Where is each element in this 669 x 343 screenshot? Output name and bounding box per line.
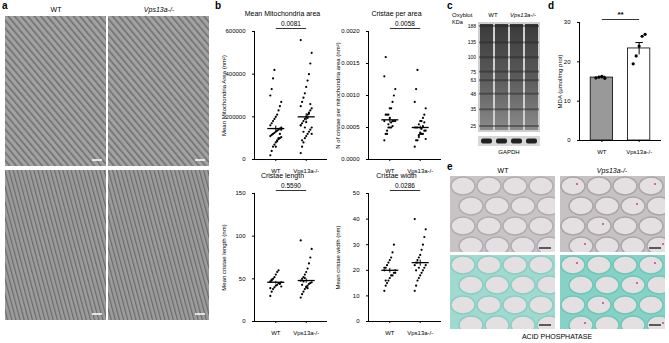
- svg-text:10: 10: [564, 98, 571, 104]
- html-text:Vps13a-/-: Vps13a-/-: [510, 12, 536, 18]
- svg-text:0.5590: 0.5590: [281, 182, 301, 189]
- html-text:75: 75: [470, 68, 476, 74]
- html-text:Vps13a-/-: Vps13a-/-: [143, 6, 175, 13]
- svg-text:Vps13a-/-: Vps13a-/-: [293, 167, 320, 174]
- svg-text:0.0000: 0.0000: [341, 156, 360, 162]
- html-text:Oxyblot: Oxyblot: [452, 12, 473, 18]
- svg-text:50: 50: [353, 190, 360, 196]
- html-text:WT: WT: [50, 6, 62, 13]
- html-text:48: 48: [470, 90, 476, 97]
- html-text:Cristae length: Cristae length: [260, 172, 305, 179]
- svg-text:600000: 600000: [225, 28, 246, 34]
- svg-text:0.0020: 0.0020: [341, 28, 360, 34]
- svg-text:Vps13a-/-: Vps13a-/-: [407, 167, 434, 174]
- svg-text:0: 0: [567, 137, 571, 143]
- svg-text:WT: WT: [385, 167, 395, 174]
- html-text:KDa: KDa: [452, 19, 463, 25]
- html-text:GAPDH: GAPDH: [498, 149, 520, 155]
- svg-text:WT: WT: [271, 330, 281, 336]
- svg-text:200000: 200000: [225, 114, 246, 120]
- html-text:188: 188: [467, 22, 476, 29]
- svg-text:10: 10: [353, 293, 360, 299]
- html-text:b: b: [215, 0, 222, 11]
- svg-text:**: **: [617, 10, 624, 19]
- html-text:135: 135: [467, 38, 476, 45]
- svg-text:MDA (μmol/mg prot): MDA (μmol/mg prot): [557, 55, 563, 109]
- svg-text:40: 40: [353, 216, 360, 222]
- svg-text:30: 30: [564, 19, 571, 25]
- html-text:Mean Mitochondria area: Mean Mitochondria area: [244, 10, 321, 17]
- svg-text:Vps13a-/-: Vps13a-/-: [407, 330, 433, 336]
- html-text:100: 100: [467, 53, 476, 60]
- svg-text:20: 20: [353, 267, 360, 273]
- html-text:WT: WT: [497, 167, 509, 174]
- svg-text:Vps13a-/-: Vps13a-/-: [626, 149, 652, 155]
- svg-text:0: 0: [356, 318, 360, 324]
- svg-text:Vps13a-/-: Vps13a-/-: [293, 330, 319, 336]
- html-text:c: c: [447, 0, 453, 11]
- html-text:a: a: [2, 0, 8, 11]
- svg-text:Mean Mitochondria Area (nm²): Mean Mitochondria Area (nm²): [221, 55, 227, 136]
- html-text:ACID PHOSPHATASE: ACID PHOSPHATASE: [521, 333, 593, 340]
- svg-text:20: 20: [564, 59, 571, 65]
- html-text:63: 63: [470, 76, 476, 83]
- svg-text:0.0286: 0.0286: [395, 182, 415, 189]
- svg-text:0.0010: 0.0010: [341, 92, 360, 98]
- svg-text:WT: WT: [385, 330, 395, 336]
- html-text:Cristae width: Cristae width: [376, 172, 417, 179]
- html-text:25: 25: [470, 122, 476, 129]
- svg-text:Mean cristae length (nm): Mean cristae length (nm): [221, 224, 227, 290]
- svg-text:400000: 400000: [225, 71, 246, 77]
- svg-text:Mean cristae width (nm): Mean cristae width (nm): [335, 225, 341, 289]
- svg-text:30: 30: [353, 242, 360, 248]
- svg-text:N of cristae per mitochondria: N of cristae per mitochondria area (nm²): [335, 42, 341, 148]
- html-text:e: e: [447, 161, 453, 172]
- svg-text:0.0015: 0.0015: [341, 60, 360, 66]
- html-text:Vps13a-/-: Vps13a-/-: [596, 167, 628, 174]
- html-text:d: d: [548, 0, 555, 11]
- svg-text:100: 100: [235, 233, 246, 239]
- svg-text:50: 50: [239, 276, 246, 282]
- html-text:Cristae per area: Cristae per area: [371, 10, 422, 17]
- svg-text:150: 150: [235, 190, 246, 196]
- svg-text:0: 0: [242, 156, 246, 162]
- html-text:35: 35: [470, 105, 476, 112]
- svg-text:0: 0: [242, 318, 246, 324]
- svg-text:0.0005: 0.0005: [341, 124, 360, 130]
- svg-text:WT: WT: [597, 149, 607, 155]
- html-text:WT: WT: [488, 12, 498, 18]
- svg-text:0.0058: 0.0058: [395, 20, 415, 27]
- svg-text:0.0081: 0.0081: [281, 20, 301, 27]
- svg-text:WT: WT: [271, 167, 281, 174]
